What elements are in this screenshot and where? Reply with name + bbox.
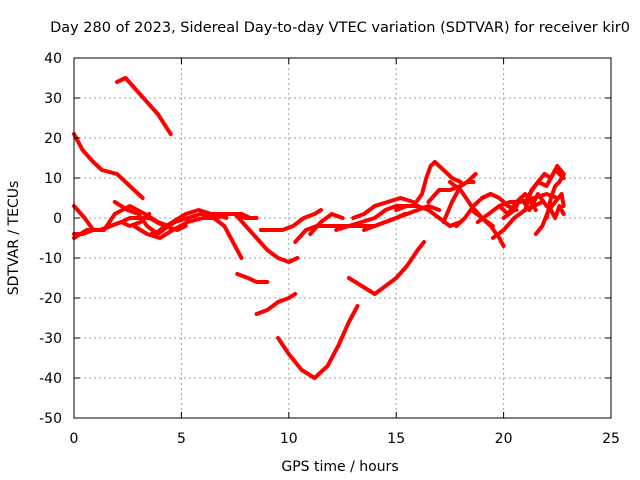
x-axis-label: GPS time / hours: [281, 459, 398, 475]
series-arc-15: [258, 208, 323, 232]
y-tick-label: 20: [44, 131, 62, 147]
axis-ticks: 0 5 10 15 20 25 -50 -40 -30 -20 -10 0 10 20 30 40: [39, 51, 620, 447]
series-arc-23: [394, 204, 463, 228]
data-series: [72, 76, 566, 380]
series-arc-29: [469, 208, 506, 248]
series-arc-16: [276, 304, 360, 380]
series-arc-19: [334, 204, 412, 232]
y-axis-label: SDTVAR / TECUs: [6, 181, 22, 296]
y-tick-label: 10: [44, 171, 62, 187]
series-arc-26: [441, 172, 478, 224]
plot-frame: [73, 57, 612, 419]
series-arc-22: [351, 196, 416, 220]
series-arc-21: [362, 204, 442, 232]
series-arc-12: [235, 272, 270, 284]
y-tick-label: 0: [53, 211, 62, 227]
grid-lines: [74, 58, 611, 418]
y-tick-label: 30: [44, 91, 62, 107]
chart-title: Day 280 of 2023, Sidereal Day-to-day VTE…: [50, 20, 630, 36]
y-tick-label: 40: [44, 51, 62, 67]
series-arc-18: [308, 212, 345, 236]
y-tick-label: -40: [39, 371, 62, 387]
x-tick-label: 5: [177, 431, 186, 447]
series-arc-20: [346, 240, 427, 296]
x-tick-label: 20: [495, 431, 513, 447]
series-arc-11: [222, 212, 300, 264]
y-tick-label: -30: [39, 331, 62, 347]
series-arc-2: [72, 132, 145, 200]
series-arc-1: [115, 76, 173, 136]
series-arc-39: [548, 204, 566, 220]
series-arc-36: [527, 168, 566, 196]
series-arc-24: [411, 160, 463, 208]
series-arc-13: [254, 292, 298, 316]
series-arc-9: [149, 212, 229, 236]
x-tick-label: 25: [602, 431, 620, 447]
series-arc-37: [533, 192, 566, 236]
series-arc-14: [233, 212, 257, 220]
series-arc-4: [72, 204, 171, 232]
x-tick-label: 0: [70, 431, 79, 447]
y-tick-label: -10: [39, 251, 62, 267]
y-tick-label: -50: [39, 411, 62, 427]
y-tick-label: -20: [39, 291, 62, 307]
series-arc-38: [544, 172, 566, 220]
series-arc-10: [211, 216, 244, 260]
x-tick-label: 10: [280, 431, 298, 447]
series-arc-32: [490, 200, 545, 240]
x-tick-label: 15: [387, 431, 405, 447]
